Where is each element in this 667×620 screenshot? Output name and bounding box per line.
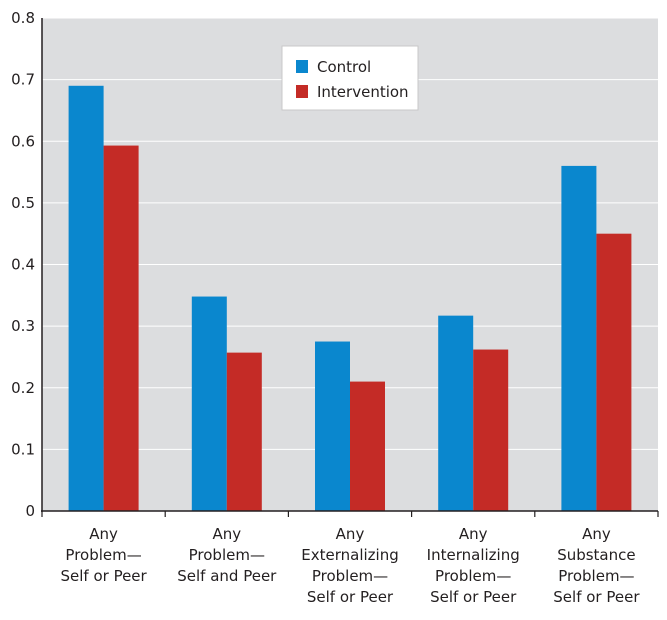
bar-intervention-5	[596, 233, 632, 511]
x-category-label: Self or Peer	[553, 588, 640, 606]
x-axis-categories: Any Problem— Self or Peer Any Problem— Self a…	[60, 525, 640, 606]
x-category-label: Problem—	[65, 546, 141, 564]
bar-control-3	[315, 341, 350, 511]
bar-control-2	[191, 296, 227, 511]
legend-label-control: Control	[317, 58, 371, 76]
y-tick-label: 0.4	[11, 256, 35, 274]
bar-intervention-3	[350, 381, 385, 511]
legend-box	[281, 45, 419, 111]
legend-swatch-intervention	[296, 85, 308, 98]
x-category-label: Any	[212, 525, 241, 543]
x-category-label: Problem—	[558, 567, 634, 585]
axes	[41, 18, 659, 517]
x-category-label: Any	[459, 525, 488, 543]
x-category-label: Problem—	[312, 567, 388, 585]
x-category-label: Any	[582, 525, 611, 543]
y-tick-label: 0.3	[11, 317, 35, 335]
x-category-label: Self or Peer	[60, 567, 147, 585]
legend-swatch-control	[296, 60, 308, 73]
y-tick-label: 0.8	[11, 9, 35, 27]
y-axis-ticks: 0 0.1 0.2 0.3 0.4 0.5 0.6 0.7 0.8	[11, 9, 35, 520]
bar-control-4	[438, 315, 474, 511]
bars	[68, 85, 632, 511]
bar-intervention-4	[473, 349, 509, 511]
y-tick-label: 0.7	[11, 71, 35, 89]
y-tick-label: 0.1	[11, 440, 35, 458]
y-tick-label: 0.6	[11, 132, 35, 150]
x-category-label: Problem—	[189, 546, 265, 564]
x-category-label: Self or Peer	[307, 588, 394, 606]
y-tick-label: 0.5	[11, 194, 35, 212]
x-category-label: Externalizing	[301, 546, 398, 564]
bar-intervention-1	[103, 145, 139, 511]
y-tick-label: 0.2	[11, 379, 35, 397]
legend-label-intervention: Intervention	[317, 83, 409, 101]
y-tick-label: 0	[25, 502, 35, 520]
x-category-label: Problem—	[435, 567, 511, 585]
x-category-label: Self and Peer	[177, 567, 277, 585]
bar-control-5	[561, 165, 597, 511]
x-category-label: Any	[89, 525, 118, 543]
bar-control-1	[68, 85, 104, 511]
x-category-label: Internalizing	[427, 546, 520, 564]
x-category-label: Substance	[557, 546, 635, 564]
x-category-label: Any	[336, 525, 365, 543]
x-category-label: Self or Peer	[430, 588, 517, 606]
bar-intervention-2	[226, 352, 262, 511]
legend: Control Intervention	[281, 45, 419, 111]
